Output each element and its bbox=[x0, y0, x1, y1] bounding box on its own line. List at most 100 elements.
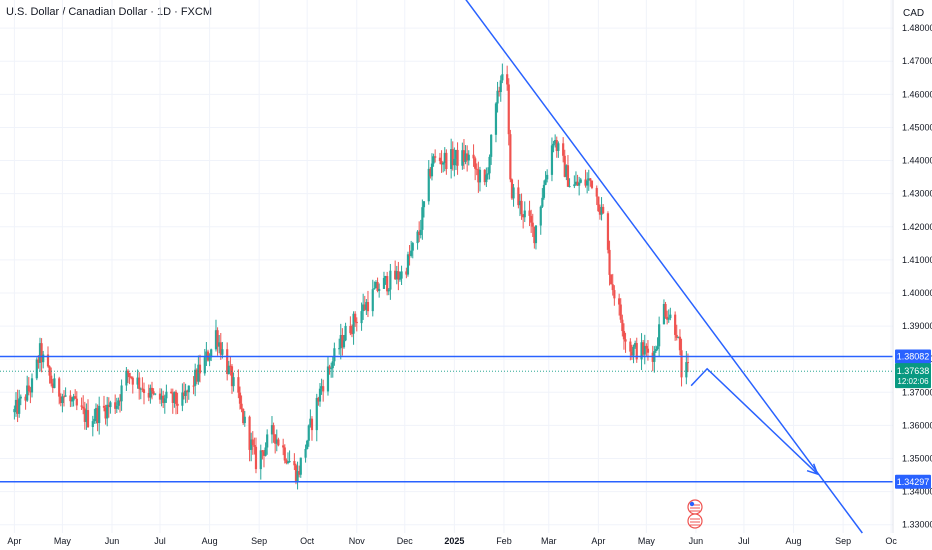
candle-body bbox=[613, 290, 616, 299]
candle-body bbox=[494, 103, 498, 135]
candle-body bbox=[643, 345, 646, 355]
candle-body bbox=[640, 342, 643, 360]
candle-body bbox=[339, 335, 342, 349]
x-tick-label: Jun bbox=[105, 536, 120, 546]
candle-body bbox=[597, 196, 600, 212]
candle-body bbox=[72, 396, 75, 401]
candle-body bbox=[350, 333, 354, 335]
y-tick-label: 1.45000 bbox=[902, 122, 932, 132]
candle-body bbox=[618, 298, 621, 305]
descending-trendline[interactable] bbox=[458, 0, 863, 534]
candle-body bbox=[253, 445, 256, 447]
x-tick-label: Jun bbox=[689, 536, 704, 546]
x-tick-label: Sep bbox=[251, 536, 267, 546]
candle-body bbox=[230, 366, 234, 387]
candle-body bbox=[634, 343, 637, 347]
candle-body bbox=[544, 179, 547, 185]
candle-body bbox=[93, 418, 96, 422]
candle-body bbox=[286, 462, 290, 464]
candle-body bbox=[298, 471, 301, 475]
projection-arrowhead-icon bbox=[806, 463, 819, 476]
candle-body bbox=[438, 157, 442, 162]
candle-body bbox=[421, 207, 424, 230]
candle-body bbox=[64, 395, 67, 397]
candle-body bbox=[451, 149, 454, 166]
candle-body bbox=[667, 318, 670, 320]
x-tick-label: Aug bbox=[202, 536, 218, 546]
x-tick-label: Jul bbox=[154, 536, 166, 546]
candle-body bbox=[53, 378, 56, 389]
candle-body bbox=[120, 385, 123, 402]
candle-body bbox=[147, 392, 150, 398]
x-tick-label: Oc bbox=[885, 536, 897, 546]
candle-body bbox=[550, 145, 554, 175]
candle-body bbox=[486, 173, 490, 175]
candle-body bbox=[680, 350, 683, 378]
candle-body bbox=[299, 457, 302, 475]
candle-body bbox=[678, 336, 682, 351]
candle-body bbox=[552, 143, 555, 146]
candle-body bbox=[376, 282, 379, 292]
candle-body bbox=[506, 74, 509, 85]
candle-body bbox=[322, 386, 325, 392]
y-tick-label: 1.39000 bbox=[902, 321, 932, 331]
candle-body bbox=[126, 370, 130, 373]
candle-body bbox=[19, 396, 22, 399]
candle-body bbox=[104, 407, 107, 419]
candle-body bbox=[478, 169, 482, 183]
horizontal-levels[interactable] bbox=[0, 355, 893, 483]
candle-body bbox=[635, 343, 638, 360]
candle-body bbox=[474, 158, 477, 169]
projection-path[interactable] bbox=[690, 367, 819, 475]
x-tick-label: Feb bbox=[496, 536, 512, 546]
currency-label: CAD bbox=[903, 8, 925, 19]
candle-body bbox=[589, 178, 592, 181]
candle-body bbox=[237, 377, 240, 393]
candle-body bbox=[282, 445, 285, 448]
candle-body bbox=[677, 336, 680, 338]
candle-body bbox=[606, 213, 610, 250]
candle-body bbox=[389, 270, 392, 290]
level-price-label: 1.38082 bbox=[897, 351, 930, 361]
candle-body bbox=[512, 187, 515, 199]
candle-body bbox=[16, 399, 19, 414]
candle-body bbox=[611, 284, 614, 291]
candle-body bbox=[477, 169, 480, 183]
candle-body bbox=[483, 169, 486, 183]
candle-body bbox=[408, 254, 411, 256]
candle-body bbox=[227, 365, 230, 375]
us-flag-event-icon[interactable] bbox=[687, 513, 703, 529]
candle-body bbox=[262, 451, 266, 456]
candle-body bbox=[595, 187, 598, 197]
candle-body bbox=[30, 378, 34, 393]
candle-body bbox=[181, 392, 184, 406]
candle-body bbox=[61, 396, 64, 404]
us-flag-event-icon[interactable] bbox=[687, 499, 703, 515]
candle-body bbox=[429, 168, 432, 177]
x-tick-label: Aug bbox=[786, 536, 802, 546]
y-tick-label: 1.43000 bbox=[902, 189, 932, 199]
candle-body bbox=[410, 250, 413, 256]
candle-body bbox=[98, 405, 101, 424]
candle-body bbox=[248, 416, 251, 450]
candle-body bbox=[456, 149, 459, 166]
candle-body bbox=[125, 370, 128, 386]
candle-body bbox=[576, 181, 579, 186]
candle-body bbox=[674, 314, 677, 335]
y-tick-label: 1.42000 bbox=[902, 222, 932, 232]
candle-body bbox=[352, 313, 355, 334]
candle-body bbox=[94, 408, 98, 419]
candle-body bbox=[499, 80, 502, 93]
candle-body bbox=[102, 405, 106, 408]
candle-body bbox=[554, 140, 557, 144]
economic-events[interactable] bbox=[687, 499, 703, 529]
candle-body bbox=[578, 182, 581, 186]
drawings[interactable] bbox=[458, 0, 863, 534]
x-tick-label: Nov bbox=[349, 536, 366, 546]
candle-body bbox=[365, 302, 368, 310]
candle-body bbox=[51, 383, 54, 389]
x-tick-label: Oct bbox=[300, 536, 315, 546]
candle-body bbox=[152, 391, 155, 394]
candle-body bbox=[416, 231, 419, 244]
